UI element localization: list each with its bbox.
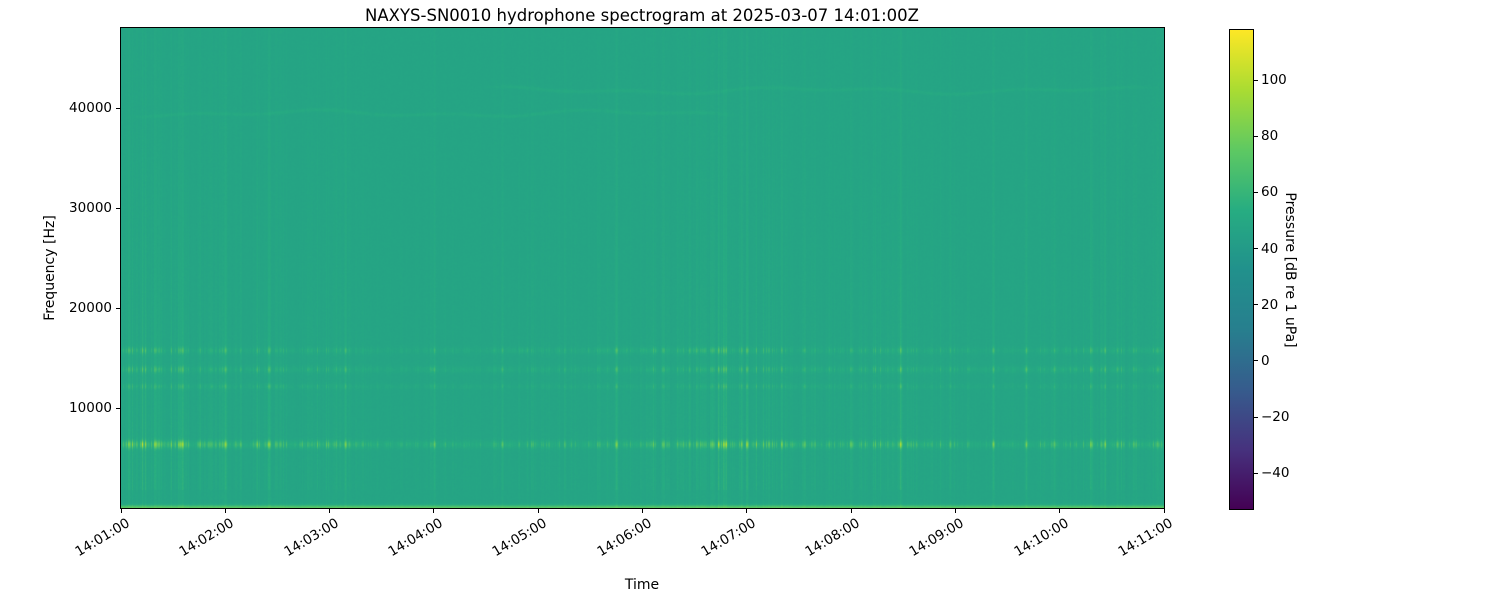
y-tick-mark [116,407,120,409]
colorbar-tick-mark [1254,416,1258,418]
colorbar-tick-mark [1254,304,1258,306]
colorbar-frame [1229,29,1254,510]
x-tick-label: 14:07:00 [698,515,759,561]
colorbar-tick-mark [1254,191,1258,193]
x-tick-mark [1163,509,1165,513]
x-tick-mark [642,509,643,513]
x-tick-label: 14:01:00 [72,515,133,561]
y-tick-label: 20000 [69,300,112,316]
colorbar-tick-label: 0 [1261,352,1270,369]
colorbar-gradient [1230,30,1253,509]
x-tick-label: 14:03:00 [281,515,342,561]
x-tick-mark [329,509,331,513]
x-tick-label: 14:02:00 [176,515,238,561]
x-tick-mark [433,509,435,513]
x-tick-label: 14:06:00 [594,515,655,561]
x-tick-mark [224,509,226,513]
y-tick-mark [116,207,120,209]
y-axis-label: Frequency [Hz] [42,215,58,321]
colorbar-tick-label: 60 [1261,184,1279,201]
colorbar-tick-mark [1254,472,1258,474]
colorbar-label: Pressure [dB re 1 uPa] [1282,192,1298,348]
colorbar-tick-mark [1254,79,1258,81]
y-tick-label: 10000 [69,400,112,416]
x-tick-mark [850,509,852,513]
colorbar-tick-label: 20 [1261,296,1279,313]
x-tick-label: 14:10:00 [1011,515,1072,561]
colorbar-tick-label: 40 [1261,240,1279,257]
colorbar-tick-mark [1254,360,1258,362]
x-tick-mark [537,509,539,513]
plot-frame [120,27,1165,509]
x-tick-label: 14:05:00 [489,515,550,561]
y-tick-label: 40000 [69,100,112,116]
x-tick-mark [954,509,956,513]
colorbar-tick-mark [1254,135,1258,137]
colorbar-tick-label: −40 [1261,465,1290,482]
y-tick-label: 30000 [69,200,112,216]
x-tick-mark [120,509,122,513]
x-tick-label: 14:09:00 [906,515,968,561]
y-tick-mark [116,107,120,109]
x-tick-mark [1059,509,1061,513]
colorbar-tick-label: 100 [1261,72,1287,88]
chart-title: NAXYS-SN0010 hydrophone spectrogram at 2… [365,6,919,25]
x-tick-mark [746,509,748,513]
colorbar-tick-label: −20 [1261,409,1290,426]
x-tick-label: 14:11:00 [1115,515,1176,561]
x-axis-label: Time [624,577,660,593]
spectrogram-image [121,28,1164,508]
y-tick-mark [116,307,120,309]
colorbar-tick-mark [1254,248,1258,250]
colorbar-tick-label: 80 [1261,128,1279,145]
x-tick-label: 14:04:00 [385,515,446,561]
x-tick-label: 14:08:00 [802,515,863,561]
